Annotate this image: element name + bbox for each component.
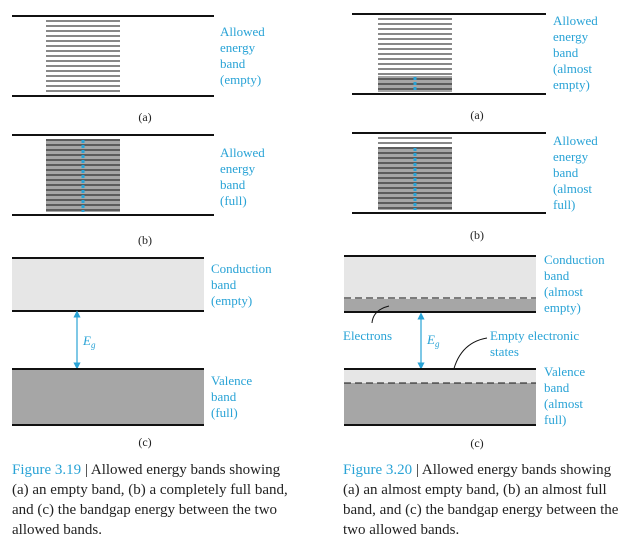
figure-3-19-text: Allowed energy bands showing (a) an empt… [12, 462, 288, 538]
fig320c-states-label: Empty electronic states [490, 328, 582, 359]
conduction-electrons-fill [344, 299, 536, 312]
figure-3-20-text: Allowed energy bands showing (a) an almo… [343, 462, 619, 538]
fig320c-valence-label: Valence band (almost full) [544, 364, 588, 427]
fig319b-full-band [12, 134, 214, 216]
fig319c-conduction-label: Conduction band (empty) [211, 261, 275, 308]
figure-3-20-label: Figure 3.20 [343, 462, 413, 478]
fig320c-gap-label: Eg [426, 332, 440, 349]
caption-separator: | [81, 462, 91, 478]
fig319c-gap-label: Eg [82, 333, 96, 350]
caption-separator: | [412, 462, 422, 478]
fig320b-sublabel: (b) [470, 228, 484, 242]
fig320a-almost-empty-band [352, 13, 546, 95]
fig320c-electrons-label: Electrons [343, 328, 392, 343]
fig319c-sublabel: (c) [138, 435, 151, 449]
fig320a-label: Allowed energy band (almost empty) [553, 13, 601, 92]
fig319c-valence-band [12, 368, 204, 426]
fig319b-label: Allowed energy band (full) [220, 145, 268, 208]
fig320a-sublabel: (a) [470, 108, 483, 122]
fig319a-empty-band [12, 15, 214, 97]
electrons-leader-line [371, 305, 390, 324]
fig319a-sublabel: (a) [138, 110, 151, 124]
fig319b-sublabel: (b) [138, 233, 152, 247]
valence-empty-states-fill [344, 369, 536, 383]
conduction-fill [12, 258, 204, 311]
figure-3-19-caption: Figure 3.19 | Allowed energy bands showi… [12, 460, 294, 540]
fig320c-valence-band [344, 368, 536, 426]
fig320c-conduction-label: Conduction band (almost empty) [544, 252, 608, 315]
fig320b-almost-full-band [352, 132, 546, 214]
fig319c-conduction-band [12, 257, 204, 312]
figure-3-20-caption: Figure 3.20 | Allowed energy bands showi… [343, 460, 621, 540]
fig320b-label: Allowed energy band (almost full) [553, 133, 601, 212]
fig319c-valence-label: Valence band (full) [211, 373, 255, 420]
fig319a-label: Allowed energy band (empty) [220, 24, 268, 87]
fig320c-conduction-band [344, 255, 536, 313]
valence-fill [12, 369, 204, 425]
fig320c-sublabel: (c) [470, 436, 483, 450]
figure-3-19-label: Figure 3.19 [12, 462, 82, 478]
